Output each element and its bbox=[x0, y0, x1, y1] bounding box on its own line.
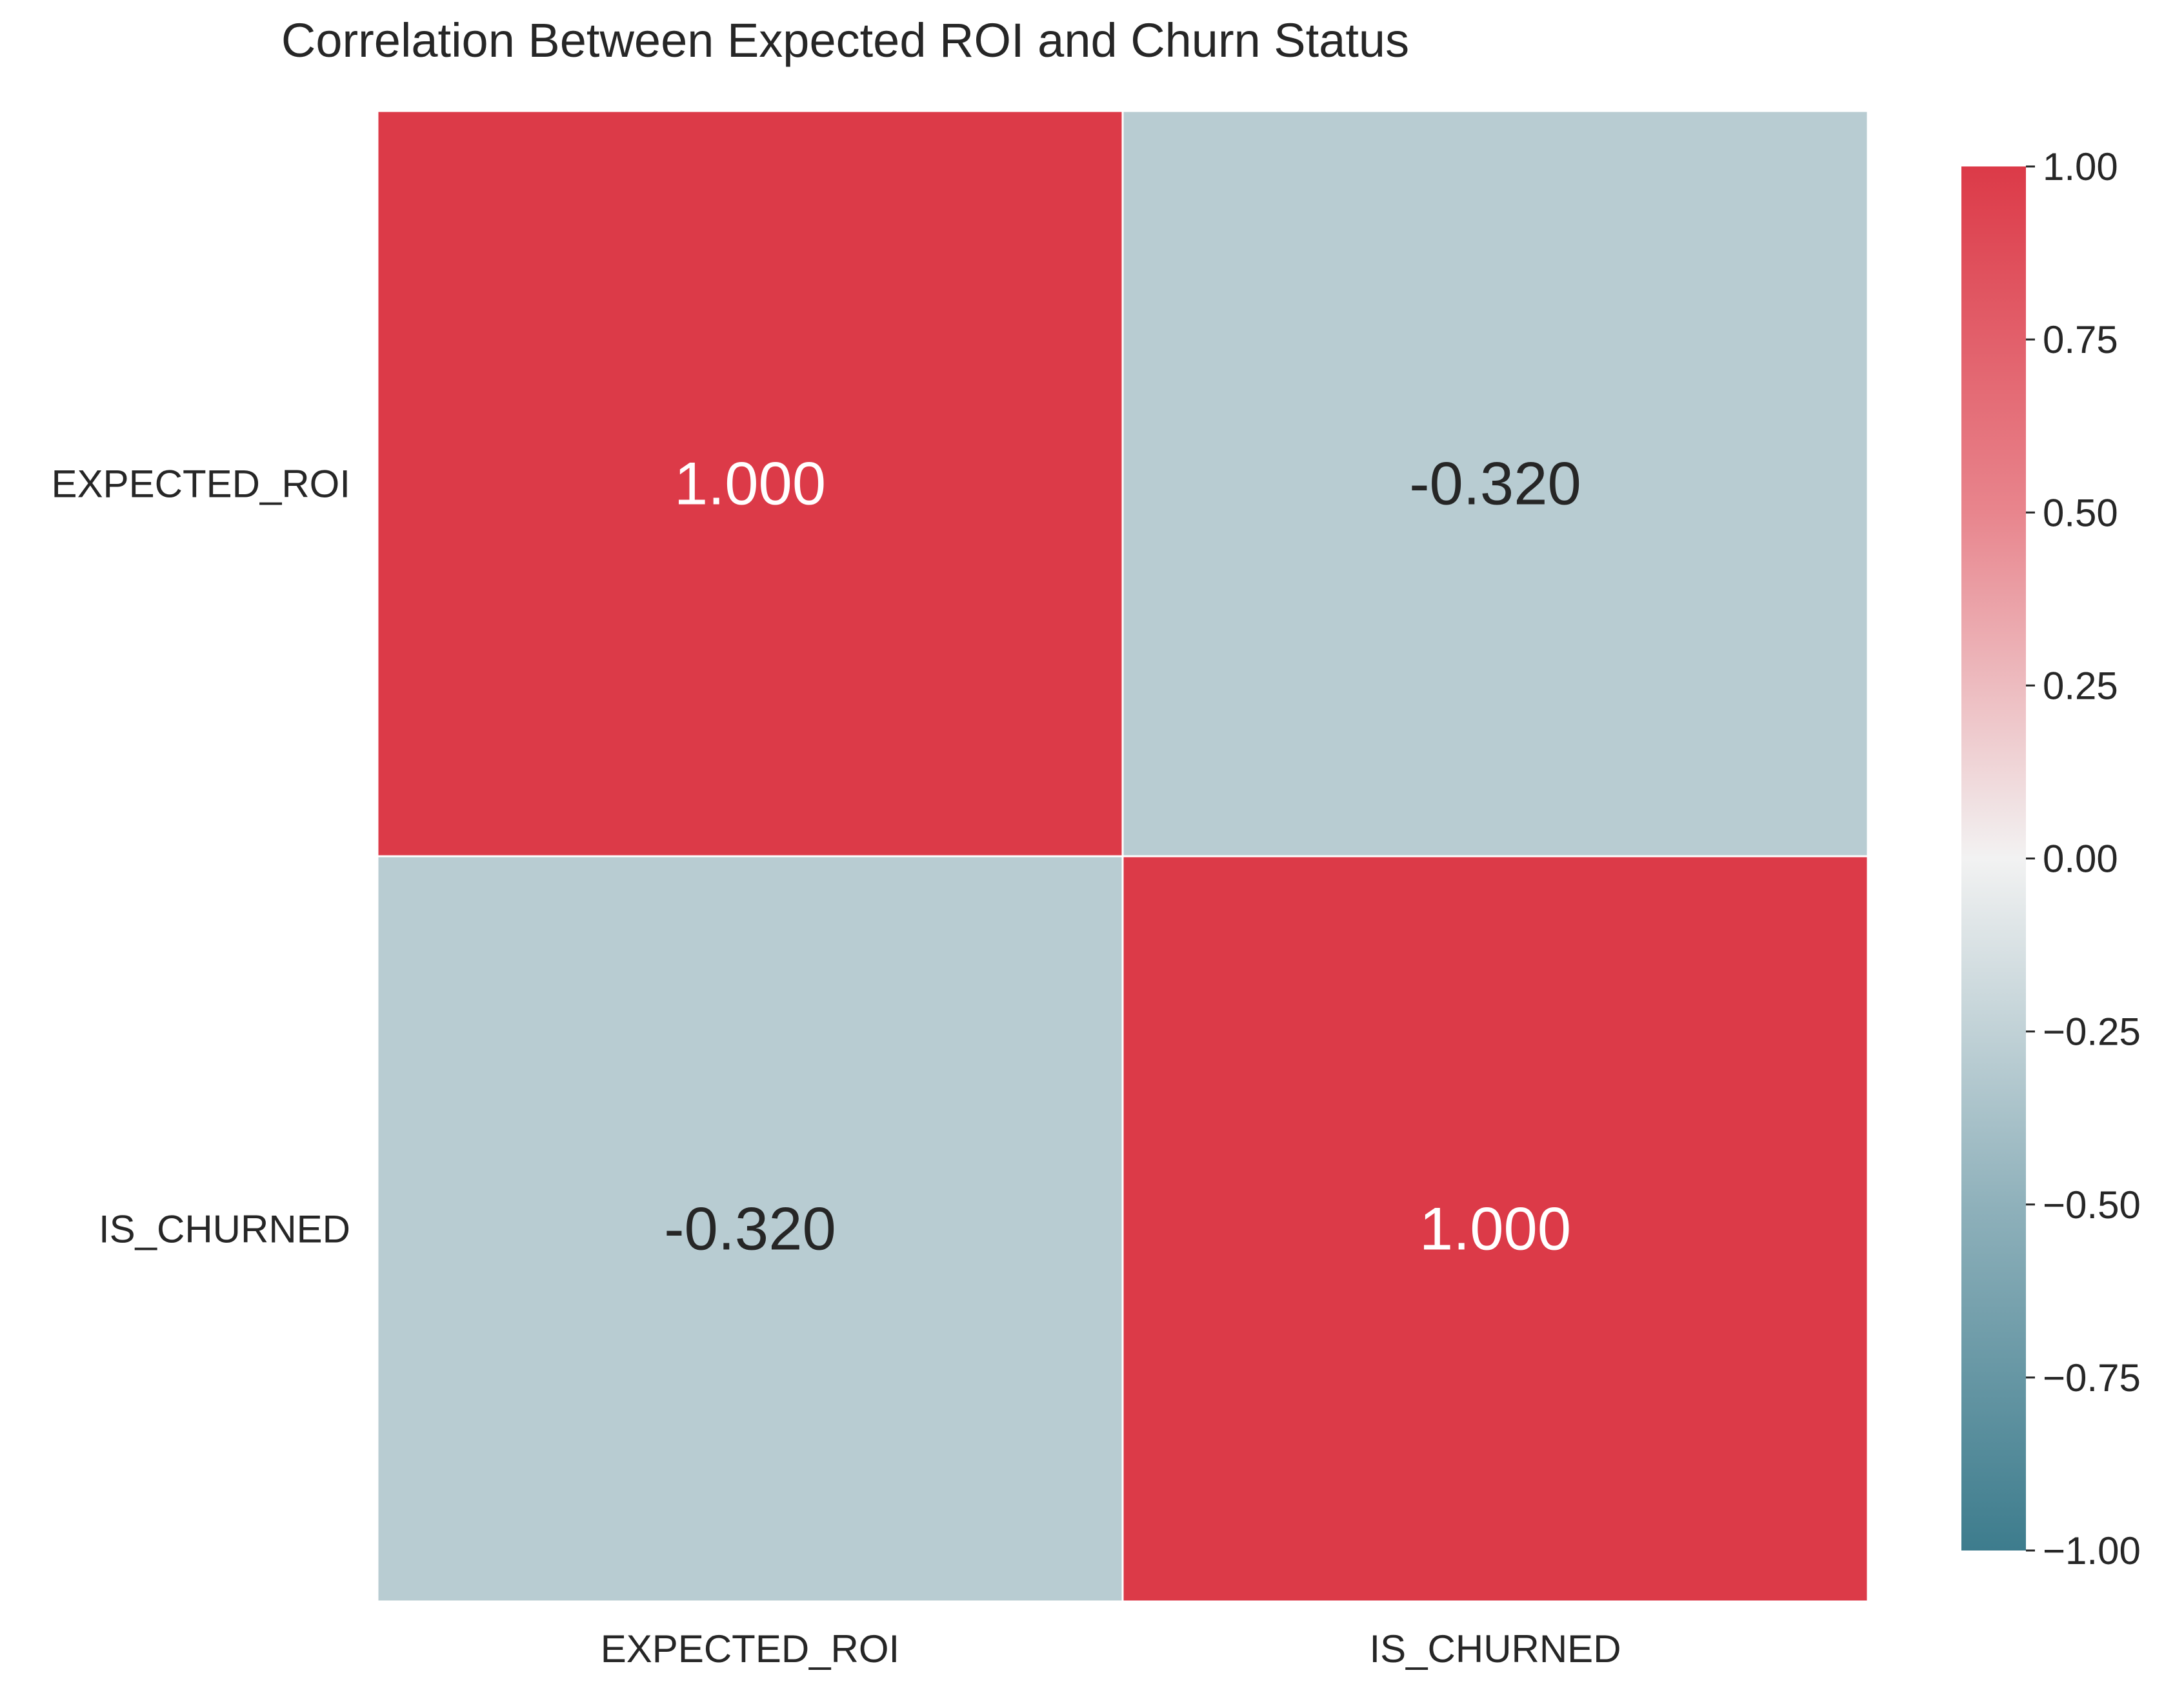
heatmap-cell bbox=[376, 855, 1124, 1603]
heatmap-cells bbox=[376, 110, 1869, 1603]
colorbar: 1.00 0.75 0.50 0.25 0.00 −0.25 −0.50 −0.75 −1.00 bbox=[1961, 145, 2141, 1572]
heatmap-cell bbox=[376, 110, 1124, 858]
colorbar-gradient bbox=[1961, 166, 2026, 1551]
y-tick-label: IS_CHURNED bbox=[99, 1208, 350, 1251]
colorbar-tick-label: 0.25 bbox=[2043, 664, 2118, 707]
cell-annotation: -0.320 bbox=[664, 1195, 836, 1263]
heatmap-annotations: 1.000 -0.320 -0.320 1.000 bbox=[664, 450, 1581, 1263]
heatmap-cell bbox=[1121, 110, 1869, 858]
colorbar-tick-label: −1.00 bbox=[2043, 1529, 2141, 1572]
colorbar-tick-label: 0.50 bbox=[2043, 491, 2118, 534]
cell-annotation: 1.000 bbox=[674, 450, 826, 517]
x-tick-label: IS_CHURNED bbox=[1369, 1627, 1621, 1671]
x-axis-tick-labels: EXPECTED_ROI IS_CHURNED bbox=[601, 1627, 1621, 1671]
cell-annotation: 1.000 bbox=[1419, 1195, 1571, 1263]
colorbar-tick-label: 1.00 bbox=[2043, 145, 2118, 188]
colorbar-tick-label: 0.75 bbox=[2043, 318, 2118, 361]
heatmap-cell bbox=[1121, 855, 1869, 1603]
colorbar-ticks: 1.00 0.75 0.50 0.25 0.00 −0.25 −0.50 −0.75 −1.00 bbox=[2026, 145, 2141, 1572]
y-axis-tick-labels: EXPECTED_ROI IS_CHURNED bbox=[52, 463, 350, 1251]
chart-title: Correlation Between Expected ROI and Chu… bbox=[281, 14, 1409, 67]
colorbar-tick-label: 0.00 bbox=[2043, 838, 2118, 881]
colorbar-tick-label: −0.50 bbox=[2043, 1183, 2141, 1227]
colorbar-tick-label: −0.25 bbox=[2043, 1010, 2141, 1054]
x-tick-label: EXPECTED_ROI bbox=[601, 1627, 899, 1671]
y-tick-label: EXPECTED_ROI bbox=[52, 463, 350, 506]
cell-annotation: -0.320 bbox=[1409, 450, 1581, 517]
colorbar-tick-label: −0.75 bbox=[2043, 1356, 2141, 1400]
